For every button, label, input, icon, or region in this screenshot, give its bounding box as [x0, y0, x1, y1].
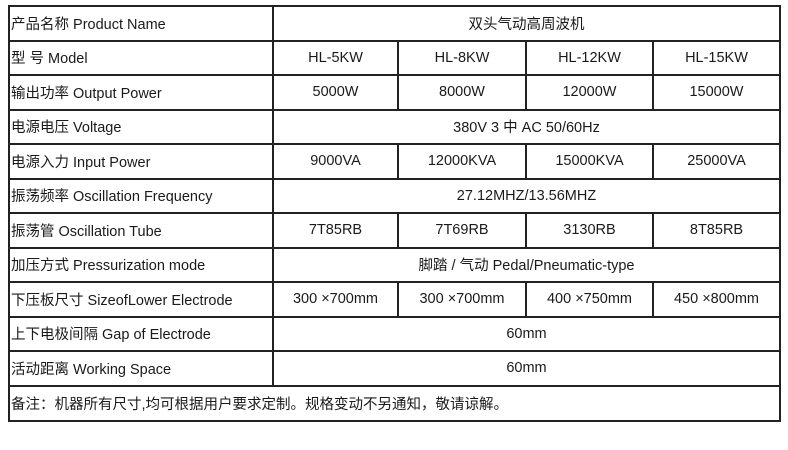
spec-row: 加压方式 Pressurization mode 脚踏 / 气动 Pedal/Pn… [8, 246, 781, 283]
spec-value: 15000W [652, 74, 781, 111]
spec-value: 脚踏 / 气动 Pedal/Pneumatic-type [272, 246, 781, 283]
spec-value: 380V 3 中 AC 50/60Hz [272, 108, 781, 145]
spec-value: 60mm [272, 350, 781, 387]
spec-value: 25000VA [652, 143, 781, 180]
spec-value: 8T85RB [652, 212, 781, 249]
spec-label: 产品名称 Product Name [8, 5, 274, 42]
spec-value: 300 ×700mm [272, 281, 399, 318]
spec-value: 7T85RB [272, 212, 399, 249]
spec-label: 型 号 Model [8, 39, 274, 76]
spec-row: 电源电压 Voltage 380V 3 中 AC 50/60Hz [8, 108, 781, 145]
spec-value: 450 ×800mm [652, 281, 781, 318]
spec-value: HL-12KW [525, 39, 654, 76]
spec-value: 15000KVA [525, 143, 654, 180]
spec-value: 12000KVA [397, 143, 527, 180]
spec-label: 振荡频率 Oscillation Frequency [8, 177, 274, 214]
spec-label: 输出功率 Output Power [8, 74, 274, 111]
spec-value: 27.12MHZ/13.56MHZ [272, 177, 781, 214]
spec-value: 双头气动高周波机 [272, 5, 781, 42]
spec-label: 加压方式 Pressurization mode [8, 246, 274, 283]
note-text: 备注：机器所有尺寸,均可根据用户要求定制。规格变动不另通知，敬请谅解。 [8, 384, 781, 422]
spec-value: 60mm [272, 315, 781, 352]
spec-value: HL-5KW [272, 39, 399, 76]
spec-row: 上下电极间隔 Gap of Electrode 60mm [8, 315, 781, 352]
spec-row: 振荡频率 Oscillation Frequency 27.12MHZ/13.56… [8, 177, 781, 214]
spec-label: 电源入力 Input Power [8, 143, 274, 180]
spec-table: 产品名称 Product Name 双头气动高周波机型 号 Model HL-5KW… [8, 5, 781, 422]
spec-value: 300 ×700mm [397, 281, 527, 318]
spec-row: 活动距离 Working Space 60mm [8, 350, 781, 387]
spec-label: 振荡管 Oscillation Tube [8, 212, 274, 249]
spec-label: 上下电极间隔 Gap of Electrode [8, 315, 274, 352]
spec-value: 9000VA [272, 143, 399, 180]
spec-label: 下压板尺寸 SizeofLower Electrode [8, 281, 274, 318]
spec-row: 型 号 Model HL-5KW HL-8KW HL-12KW HL-15KW [8, 39, 781, 76]
spec-value: 5000W [272, 74, 399, 111]
spec-value: 12000W [525, 74, 654, 111]
spec-table-body: 产品名称 Product Name 双头气动高周波机型 号 Model HL-5KW… [8, 5, 781, 422]
spec-value: 400 ×750mm [525, 281, 654, 318]
spec-value: 8000W [397, 74, 527, 111]
spec-row: 输出功率 Output Power 5000W 8000W 12000W 15000W [8, 74, 781, 111]
spec-value: 3130RB [525, 212, 654, 249]
spec-value: HL-8KW [397, 39, 527, 76]
note-row: 备注：机器所有尺寸,均可根据用户要求定制。规格变动不另通知，敬请谅解。 [8, 384, 781, 422]
spec-value: 7T69RB [397, 212, 527, 249]
spec-row: 下压板尺寸 SizeofLower Electrode 300 ×700mm 300… [8, 281, 781, 318]
spec-row: 电源入力 Input Power 9000VA 12000KVA 15000KVA 25… [8, 143, 781, 180]
spec-value: HL-15KW [652, 39, 781, 76]
spec-label: 活动距离 Working Space [8, 350, 274, 387]
spec-row: 振荡管 Oscillation Tube 7T85RB 7T69RB 3130RB 8T… [8, 212, 781, 249]
spec-row: 产品名称 Product Name 双头气动高周波机 [8, 5, 781, 42]
spec-label: 电源电压 Voltage [8, 108, 274, 145]
